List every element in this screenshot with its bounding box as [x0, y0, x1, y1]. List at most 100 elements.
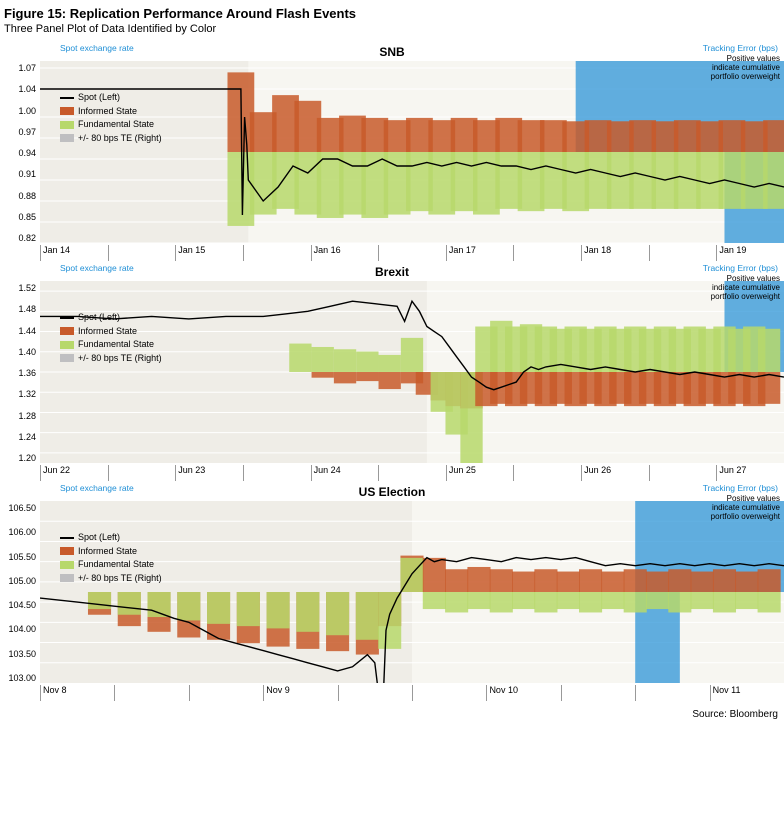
figure-title: Figure 15: Replication Performance Aroun… — [0, 0, 784, 23]
legend-row: +/- 80 bps TE (Right) — [60, 572, 162, 586]
y-tick-label: 1.28 — [18, 411, 36, 421]
x-tick-label — [243, 245, 311, 261]
x-tick-label: Jun 23 — [175, 465, 243, 481]
fundamental-bar — [423, 592, 446, 609]
panel-svg — [40, 281, 784, 463]
legend-swatch — [60, 547, 74, 555]
y-tick-label: 0.94 — [18, 148, 36, 158]
informed-bar — [646, 572, 669, 592]
fundamental-bar — [691, 592, 714, 609]
legend-row: Informed State — [60, 105, 162, 119]
informed-bar — [490, 569, 513, 592]
fundamental-bar — [735, 592, 758, 609]
informed-bar — [763, 120, 784, 152]
fundamental-bar — [534, 592, 557, 612]
y-tick-label: 105.00 — [8, 576, 36, 586]
fundamental-bar — [356, 592, 379, 640]
x-tick-label — [108, 245, 176, 261]
fundamental-bar — [334, 349, 356, 372]
fundamental-bar — [237, 592, 260, 626]
legend-label: Informed State — [78, 325, 137, 339]
fundamental-bar — [601, 592, 624, 609]
legend-swatch — [60, 537, 74, 539]
y-tick-label: 104.00 — [8, 624, 36, 634]
y-axis: 1.071.041.000.970.940.910.880.850.82 — [0, 61, 40, 261]
y-tick-label: 0.85 — [18, 212, 36, 222]
legend: Spot (Left)Informed StateFundamental Sta… — [60, 91, 162, 145]
x-tick-label: Jun 25 — [446, 465, 514, 481]
x-tick-label — [114, 685, 188, 701]
plot-area — [40, 281, 784, 463]
legend-swatch — [60, 574, 74, 582]
x-tick-label — [378, 465, 446, 481]
fundamental-bar — [379, 355, 401, 372]
informed-bar — [467, 567, 490, 592]
x-axis: Jun 22 Jun 23 Jun 24 Jun 25 Jun 26 Jun 2… — [40, 465, 784, 481]
x-tick-label — [378, 245, 446, 261]
legend-row: Informed State — [60, 545, 162, 559]
y-tick-label: 1.36 — [18, 368, 36, 378]
legend-label: Fundamental State — [78, 118, 154, 132]
fundamental-bar — [758, 329, 780, 372]
informed-bar — [423, 558, 446, 592]
legend-swatch — [60, 107, 74, 115]
x-tick-label: Nov 10 — [486, 685, 560, 701]
informed-bar — [557, 572, 580, 592]
fundamental-bar — [758, 592, 781, 612]
y-tick-label: 0.97 — [18, 127, 36, 137]
legend-label: Informed State — [78, 545, 137, 559]
legend-label: +/- 80 bps TE (Right) — [78, 352, 162, 366]
fundamental-bar — [445, 592, 468, 612]
y-tick-label: 1.04 — [18, 84, 36, 94]
y-tick-label: 1.32 — [18, 389, 36, 399]
fundamental-bar — [579, 592, 602, 612]
chart-panel: SNB1.071.041.000.970.940.910.880.850.82J… — [0, 41, 784, 261]
x-tick-label: Nov 8 — [40, 685, 114, 701]
y-tick-label: 1.20 — [18, 453, 36, 463]
legend-row: Informed State — [60, 325, 162, 339]
fundamental-bar — [624, 592, 647, 612]
y-tick-label: 1.40 — [18, 347, 36, 357]
plot-area — [40, 501, 784, 683]
informed-bar — [534, 569, 557, 592]
y-axis: 106.50106.00105.50105.00104.50104.00103.… — [0, 501, 40, 701]
legend-row: +/- 80 bps TE (Right) — [60, 352, 162, 366]
fundamental-bar — [312, 347, 334, 372]
informed-bar — [601, 572, 624, 592]
y-axis: 1.521.481.441.401.361.321.281.241.20 — [0, 281, 40, 481]
legend-label: Spot (Left) — [78, 311, 120, 325]
fundamental-bar — [88, 592, 111, 609]
x-tick-label: Jun 27 — [716, 465, 784, 481]
legend-swatch — [60, 354, 74, 362]
x-tick-label — [189, 685, 263, 701]
fundamental-bar — [118, 592, 141, 615]
x-tick-label — [513, 245, 581, 261]
x-tick-label: Jan 16 — [311, 245, 379, 261]
x-tick-label — [412, 685, 486, 701]
legend-swatch — [60, 317, 74, 319]
informed-bar — [379, 372, 401, 389]
y-tick-label: 1.48 — [18, 304, 36, 314]
x-tick-label — [649, 465, 717, 481]
x-tick-label: Jan 15 — [175, 245, 243, 261]
legend-row: Fundamental State — [60, 338, 162, 352]
y-tick-label: 1.52 — [18, 283, 36, 293]
y-tick-label: 0.91 — [18, 169, 36, 179]
chart-panel: Brexit1.521.481.441.401.361.321.281.241.… — [0, 261, 784, 481]
fundamental-bar — [713, 592, 736, 612]
legend-label: Spot (Left) — [78, 91, 120, 105]
legend-row: Spot (Left) — [60, 91, 162, 105]
fundamental-bar — [512, 592, 535, 609]
right-axis-tag: Tracking Error (bps) — [703, 263, 778, 273]
fundamental-bar — [356, 352, 378, 372]
x-axis: Nov 8 Nov 9 Nov 10 Nov 11 — [40, 685, 784, 701]
x-tick-label — [635, 685, 709, 701]
fundamental-bar — [668, 592, 691, 612]
legend-label: Fundamental State — [78, 338, 154, 352]
x-tick-label: Jun 26 — [581, 465, 649, 481]
legend: Spot (Left)Informed StateFundamental Sta… — [60, 531, 162, 585]
legend-row: Fundamental State — [60, 118, 162, 132]
legend-label: Spot (Left) — [78, 531, 120, 545]
right-axis-tag: Tracking Error (bps) — [703, 43, 778, 53]
informed-bar — [312, 372, 334, 378]
